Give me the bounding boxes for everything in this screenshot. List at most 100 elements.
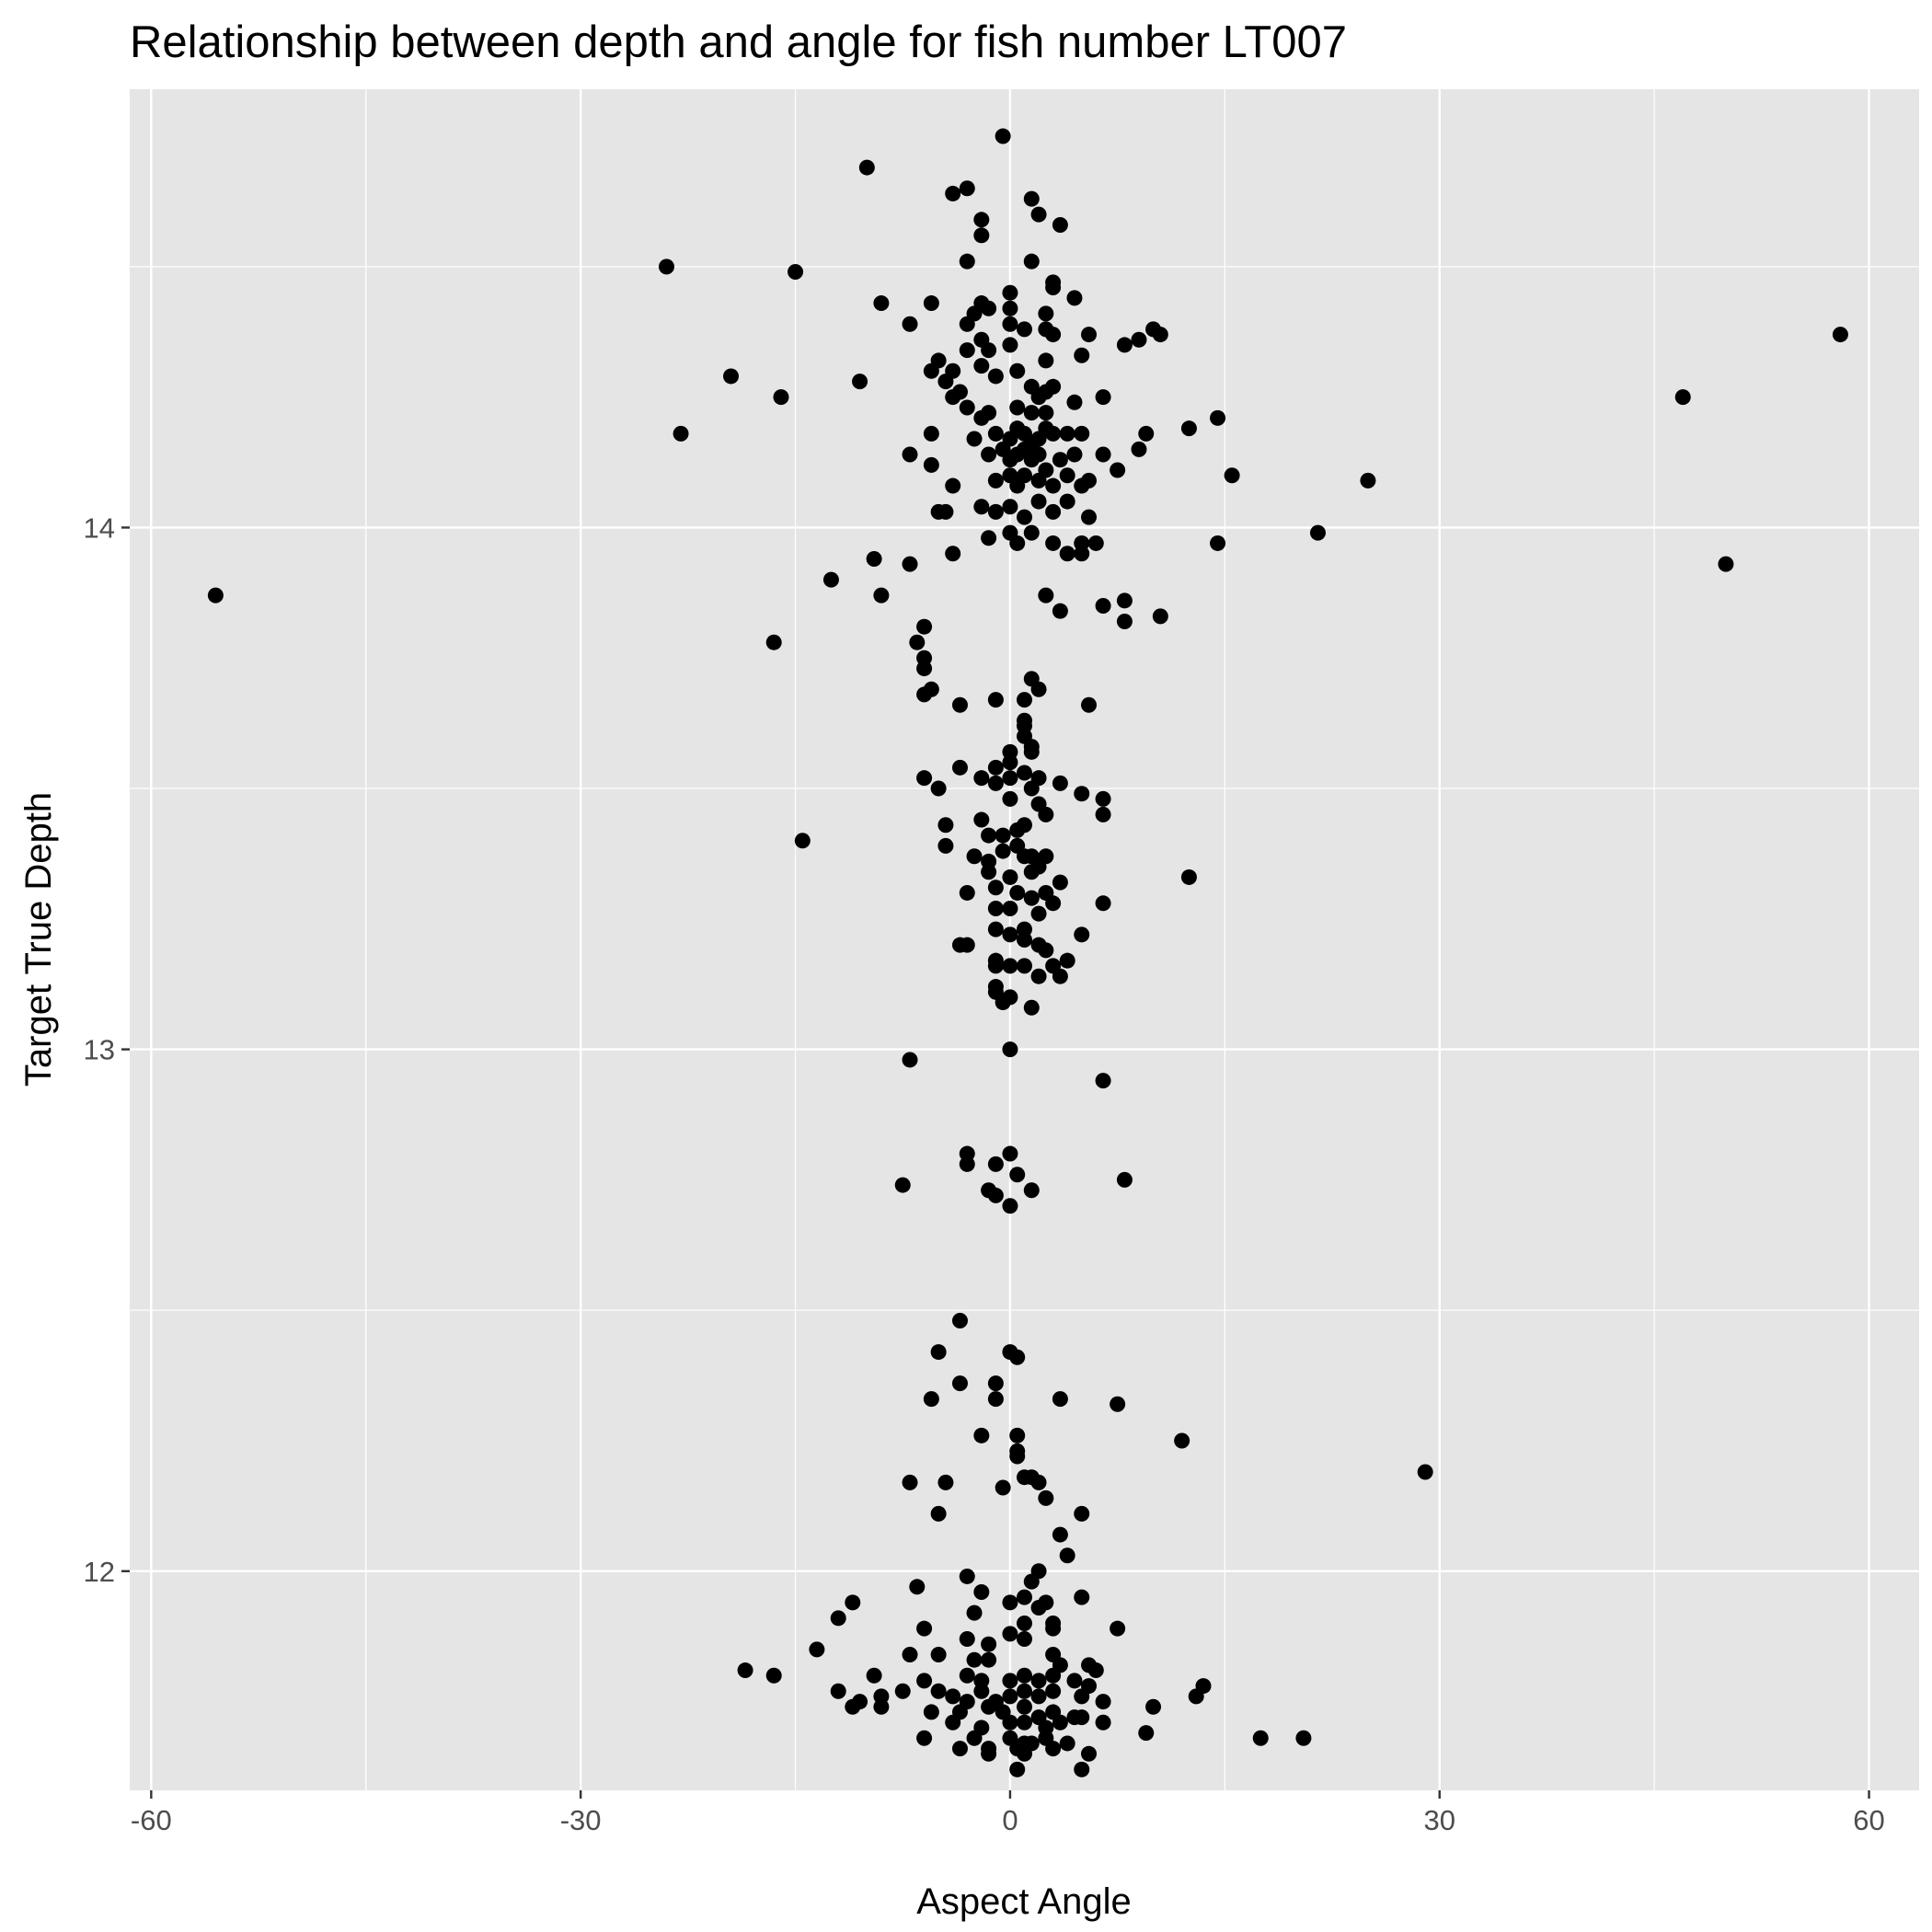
- data-point: [1074, 926, 1090, 943]
- data-point: [1017, 692, 1032, 708]
- x-tick-label: -60: [131, 1804, 172, 1836]
- data-point: [973, 1583, 990, 1600]
- data-point: [995, 843, 1011, 859]
- y-tick-label: 13: [84, 1034, 115, 1066]
- data-point: [959, 253, 975, 270]
- x-tick-label: 30: [1423, 1804, 1455, 1836]
- data-point: [916, 618, 933, 635]
- data-point: [959, 399, 975, 416]
- data-point: [945, 546, 961, 562]
- data-point: [1095, 389, 1111, 406]
- data-point: [1059, 952, 1075, 969]
- data-point: [723, 368, 740, 385]
- data-point: [959, 180, 975, 197]
- data-point: [987, 759, 1004, 776]
- data-point: [1002, 868, 1018, 885]
- data-point: [894, 1177, 911, 1193]
- data-point: [930, 1647, 947, 1663]
- data-point: [981, 827, 997, 844]
- data-point: [1052, 603, 1068, 619]
- data-point: [1023, 253, 1040, 270]
- data-point: [873, 587, 890, 604]
- data-point: [973, 811, 990, 828]
- data-point: [1074, 1589, 1090, 1605]
- data-point: [1059, 467, 1075, 484]
- data-point: [1030, 1474, 1047, 1490]
- data-point: [1095, 790, 1111, 807]
- data-point: [1087, 535, 1104, 551]
- data-point: [1030, 1688, 1047, 1705]
- data-point: [1252, 1730, 1269, 1746]
- data-point: [1017, 467, 1032, 484]
- data-point: [1023, 524, 1040, 541]
- data-point: [1009, 399, 1026, 416]
- data-point: [1002, 926, 1018, 943]
- data-point: [1045, 477, 1062, 494]
- data-point: [1309, 524, 1326, 541]
- data-point: [1038, 806, 1054, 822]
- data-point: [945, 477, 961, 494]
- data-point: [987, 368, 1004, 385]
- x-tick-label: -30: [560, 1804, 602, 1836]
- data-point: [1017, 509, 1032, 525]
- data-point: [973, 358, 990, 374]
- data-point: [945, 1688, 961, 1705]
- data-point: [1009, 1349, 1026, 1365]
- data-point: [1030, 389, 1047, 406]
- data-point: [923, 295, 939, 312]
- data-point: [995, 1479, 1011, 1496]
- data-point: [1017, 1616, 1032, 1632]
- data-point: [981, 1636, 997, 1652]
- data-point: [1074, 1761, 1090, 1777]
- data-point: [1030, 681, 1047, 697]
- data-point: [923, 456, 939, 473]
- data-point: [1023, 190, 1040, 207]
- data-point: [1030, 446, 1047, 463]
- data-point: [987, 775, 1004, 791]
- data-point: [1059, 425, 1075, 442]
- data-point: [1023, 999, 1040, 1016]
- data-point: [1152, 327, 1168, 343]
- data-point: [1045, 535, 1062, 551]
- data-point: [987, 472, 1004, 489]
- data-point: [981, 1698, 997, 1715]
- data-point: [1002, 900, 1018, 916]
- data-point: [1081, 327, 1098, 343]
- data-point: [1052, 874, 1068, 891]
- data-point: [1017, 1714, 1032, 1731]
- data-point: [916, 1673, 933, 1689]
- data-point: [951, 759, 968, 776]
- data-point: [1038, 305, 1054, 322]
- data-point: [923, 1704, 939, 1720]
- data-point: [1045, 1683, 1062, 1699]
- data-point: [1038, 405, 1054, 421]
- data-point: [873, 295, 890, 312]
- y-axis-title: Target True Depth: [18, 792, 59, 1087]
- data-point: [830, 1683, 846, 1699]
- data-point: [1210, 409, 1226, 426]
- data-point: [937, 817, 954, 834]
- data-point: [1045, 895, 1062, 912]
- data-point: [1023, 1573, 1040, 1590]
- data-point: [1081, 472, 1098, 489]
- data-point: [902, 1052, 918, 1068]
- data-point: [1674, 389, 1691, 406]
- data-point: [1138, 425, 1155, 442]
- data-point: [1180, 420, 1197, 437]
- data-point: [1074, 1688, 1090, 1705]
- data-point: [830, 1610, 846, 1627]
- data-point: [1038, 1594, 1054, 1611]
- data-point: [773, 389, 789, 406]
- data-point: [966, 1730, 983, 1746]
- data-point: [923, 425, 939, 442]
- data-point: [973, 499, 990, 515]
- data-point: [987, 1391, 1004, 1408]
- data-point: [1045, 327, 1062, 343]
- data-point: [1002, 958, 1018, 974]
- data-point: [981, 342, 997, 359]
- data-point: [1295, 1730, 1312, 1746]
- data-point: [1052, 775, 1068, 791]
- data-point: [987, 880, 1004, 896]
- data-point: [1030, 905, 1047, 922]
- data-point: [902, 1647, 918, 1663]
